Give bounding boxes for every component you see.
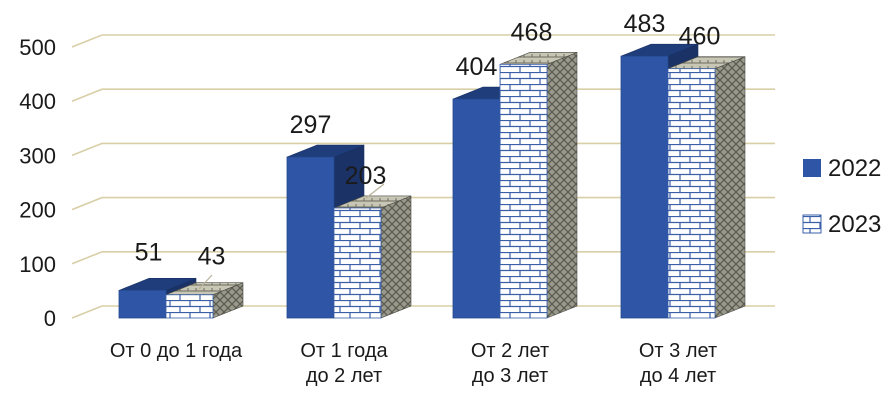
data-label: 43 <box>198 243 226 271</box>
data-labels: 51 297 404 483 43 203 468 460 <box>135 10 721 290</box>
y-tick-label: 300 <box>19 143 56 168</box>
bar-2023-2 <box>499 51 578 319</box>
bar-2023-1 <box>333 195 412 319</box>
bar-front <box>452 98 501 319</box>
y-axis: 0 100 200 300 400 500 <box>19 35 56 331</box>
legend-item-2022: 2022 <box>803 155 881 182</box>
bar-front <box>620 55 669 319</box>
bar-front <box>333 207 382 319</box>
x-category-line: От 1 года <box>300 340 388 362</box>
y-tick-label: 0 <box>44 306 56 331</box>
x-category-line: до 2 лет <box>306 365 382 387</box>
legend-label: 2023 <box>828 211 881 238</box>
data-label: 297 <box>290 111 332 139</box>
data-label: 51 <box>135 238 163 266</box>
y-tick-label: 100 <box>19 252 56 277</box>
bar-front <box>286 156 335 319</box>
x-category-line: От 0 до 1 года <box>110 340 243 362</box>
x-category-label: От 3 лет до 4 лет <box>639 340 717 387</box>
bar-front <box>165 294 214 319</box>
x-category-label: От 2 лет до 3 лет <box>471 340 549 387</box>
data-label: 483 <box>624 10 666 38</box>
label-leader-line <box>365 183 385 199</box>
y-tick-label: 200 <box>19 198 56 223</box>
data-label: 460 <box>679 23 721 51</box>
legend: 2022 2023 <box>802 155 881 238</box>
bar-side <box>380 195 412 319</box>
bar-front <box>667 68 716 319</box>
bar-2023-3 <box>667 56 746 319</box>
legend-swatch <box>803 159 821 177</box>
data-label: 468 <box>511 18 553 46</box>
bars <box>118 43 746 319</box>
x-category-line: От 3 лет <box>639 340 717 362</box>
bar-front <box>499 63 548 319</box>
bar-side <box>714 56 746 319</box>
bar-front <box>118 289 167 319</box>
y-tick-label: 400 <box>19 89 56 114</box>
gridline <box>71 34 775 48</box>
label-leader-line <box>198 274 213 290</box>
x-category-line: до 4 лет <box>640 365 716 387</box>
y-tick-label: 500 <box>19 35 56 60</box>
bar-side <box>546 51 578 319</box>
legend-label: 2022 <box>828 155 881 182</box>
legend-item-2023: 2023 <box>802 211 881 238</box>
x-category-line: до 3 лет <box>472 365 548 387</box>
x-category-label: От 0 до 1 года <box>110 340 243 362</box>
data-label: 203 <box>345 162 387 190</box>
data-label: 404 <box>456 53 498 81</box>
x-category-line: От 2 лет <box>471 340 549 362</box>
x-axis: От 0 до 1 года От 1 года до 2 лет От 2 лет д… <box>110 340 717 387</box>
legend-swatch <box>802 214 822 234</box>
x-category-label: От 1 года до 2 лет <box>300 340 388 387</box>
bar-2023-0 <box>165 282 244 319</box>
